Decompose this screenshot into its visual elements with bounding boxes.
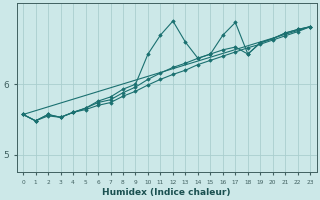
- X-axis label: Humidex (Indice chaleur): Humidex (Indice chaleur): [102, 188, 231, 197]
